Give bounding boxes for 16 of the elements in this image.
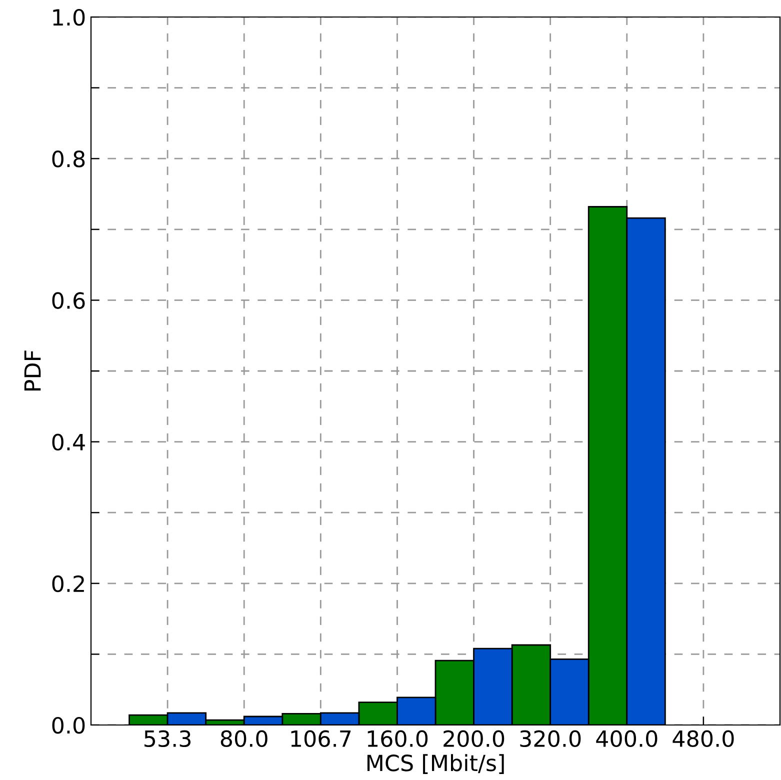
y-tick-label: 0.4 — [52, 434, 85, 451]
x-tick-label: 160.0 — [368, 730, 428, 748]
y-tick-label: 1.0 — [53, 8, 85, 26]
y-tick-label: 0.0 — [52, 716, 85, 734]
x-tick-label: 400.0 — [596, 730, 658, 748]
y-axis-title: PDF — [24, 350, 41, 390]
x-tick-label: 200.0 — [444, 730, 504, 748]
x-tick-label: 80.0 — [220, 730, 268, 748]
x-tick-label: 320.0 — [520, 730, 581, 748]
y-tick-label: 0.8 — [52, 150, 85, 168]
x-tick-label: 53.3 — [144, 730, 191, 748]
y-tick-label: 0.2 — [52, 575, 84, 592]
x-tick-label: 106.7 — [291, 730, 351, 748]
x-tick-label: 480.0 — [672, 730, 734, 748]
y-tick-label: 0.6 — [52, 292, 85, 309]
x-axis-title: MCS [Mbit/s] — [367, 754, 504, 774]
